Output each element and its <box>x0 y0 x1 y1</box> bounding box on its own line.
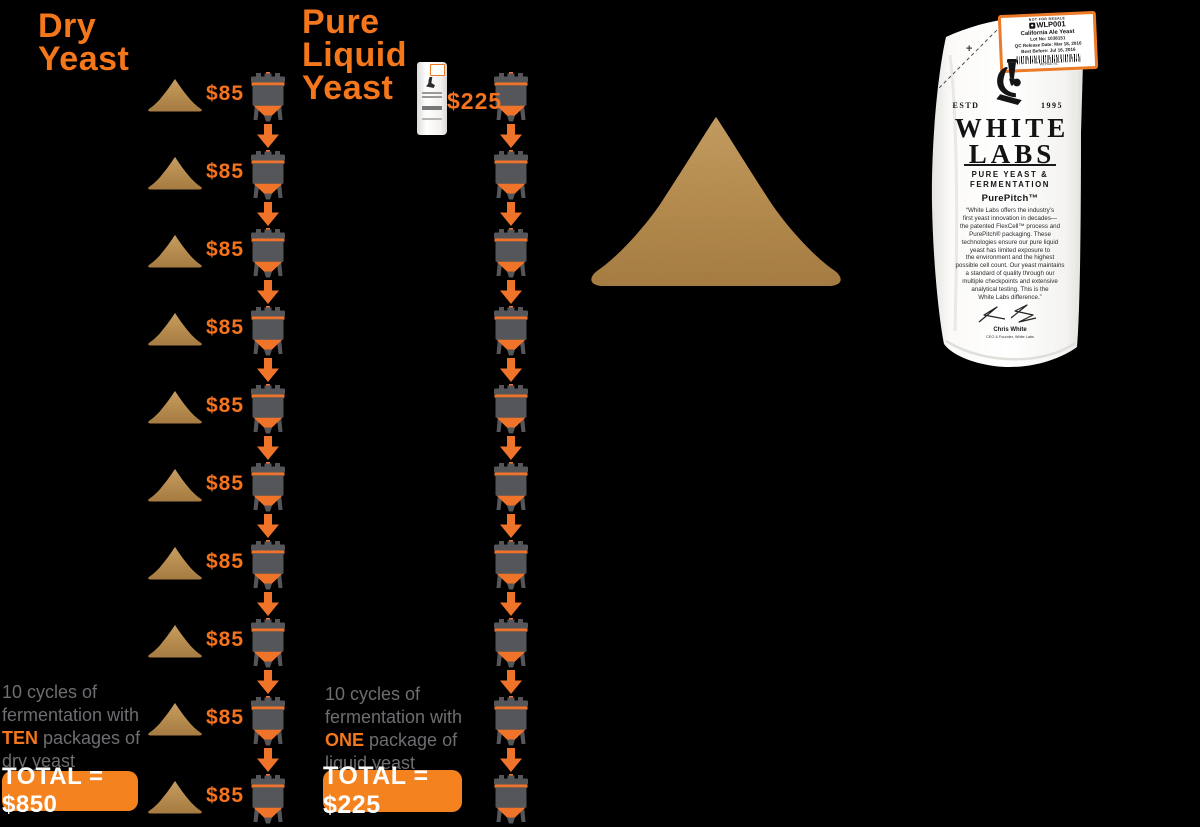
dry-cycle-price: $85 <box>206 706 245 729</box>
fermenter-icon <box>494 150 528 205</box>
fermenter-icon <box>494 228 528 283</box>
dry-cycle-price: $85 <box>206 628 245 651</box>
dry-yeast-pile-large <box>591 117 841 286</box>
package-quote: “White Labs offers the industry’s first … <box>955 207 1065 301</box>
liquid-package-price: $225 <box>447 88 503 114</box>
white-labs-package: + NOT FOR RESALE WLP001 California Ale Y… <box>928 10 1099 387</box>
fermenter-icon <box>494 774 528 827</box>
dry-cycle-price: $85 <box>206 550 245 573</box>
liquid-yeast-package-small <box>417 62 447 135</box>
down-arrow-icon <box>500 670 522 699</box>
down-arrow-icon <box>500 592 522 621</box>
dry-cycle-price: $85 <box>206 82 245 105</box>
fermenter-icon <box>494 696 528 751</box>
down-arrow-icon <box>500 280 522 309</box>
signer-name: Chris White <box>993 327 1027 333</box>
year-text: 1995 <box>1041 101 1063 110</box>
dry-cycle-price: $85 <box>206 160 245 183</box>
down-arrow-icon <box>500 124 522 153</box>
dry-yeast-title: Dry Yeast <box>38 7 130 78</box>
microscope-icon <box>996 59 1022 106</box>
dry-cycle-price: $85 <box>206 316 245 339</box>
down-arrow-icon <box>500 436 522 465</box>
mini-brand-line <box>422 92 442 94</box>
liquid-yeast-title: Pure Liquid Yeast <box>302 3 407 107</box>
mini-microscope-icon <box>426 77 435 88</box>
liquid-note: 10 cycles of fermentation with ONE packa… <box>325 684 463 773</box>
down-arrow-icon <box>500 748 522 777</box>
mini-package-label <box>430 64 445 76</box>
brand-white: WHITE <box>954 113 1070 143</box>
mini-text-line <box>422 118 442 120</box>
signer-title: CEO & Founder, White Labs <box>986 335 1034 339</box>
brand-tagline: PURE YEAST & FERMENTATION <box>970 170 1050 189</box>
mini-brand-line <box>422 96 442 98</box>
liquid-note-highlight: ONE <box>325 730 365 750</box>
fermenter-icon <box>494 462 528 517</box>
dry-cycle-price: $85 <box>206 472 245 495</box>
purepitch-wordmark: PurePitch™ <box>981 193 1039 204</box>
dry-cycle-price: $85 <box>206 238 245 261</box>
white-labs-mini-logo-icon <box>1028 22 1036 30</box>
down-arrow-icon <box>500 514 522 543</box>
fermenter-icon <box>494 306 528 361</box>
fermenter-icon <box>494 618 528 673</box>
down-arrow-icon <box>500 202 522 231</box>
dry-total-text: TOTAL = $850 <box>2 763 104 818</box>
pouch-shape <box>931 16 1084 368</box>
fermenter-icon <box>494 384 528 439</box>
dry-total-badge: TOTAL = $850 <box>2 763 138 818</box>
estd-text: ESTD <box>952 101 980 110</box>
mini-barcode <box>422 106 442 110</box>
dry-cycle-price: $85 <box>206 784 245 807</box>
dry-cycle-price: $85 <box>206 394 245 417</box>
signature <box>978 304 1037 323</box>
liquid-total-badge: TOTAL = $225 <box>323 762 462 819</box>
tear-line <box>937 20 1007 90</box>
down-arrow-icon <box>500 358 522 387</box>
brand-divider <box>964 164 1056 166</box>
fermenter-icon <box>494 540 528 595</box>
dry-note-highlight: TEN <box>2 728 38 748</box>
dry-note: 10 cycles of fermentation with TEN packa… <box>2 682 141 771</box>
liquid-total-text: TOTAL = $225 <box>323 762 429 819</box>
registration-mark: + <box>966 43 973 55</box>
